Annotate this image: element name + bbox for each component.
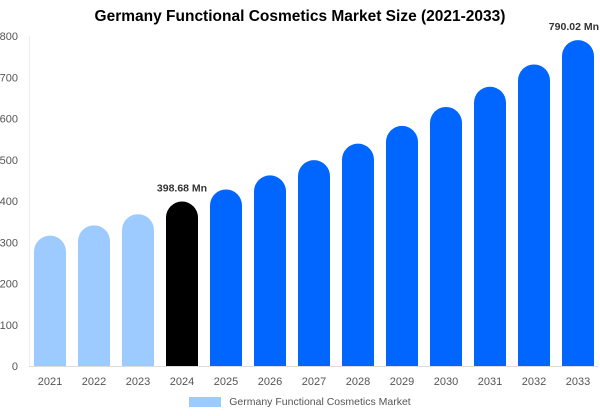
bar-2026 [254, 175, 286, 366]
x-tick-label: 2033 [566, 376, 590, 388]
bar-2027 [298, 160, 330, 366]
x-tick-label: 2026 [258, 376, 282, 388]
x-tick-label: 2030 [434, 376, 458, 388]
y-tick-label: 200 [0, 279, 18, 291]
y-tick-label: 400 [0, 196, 18, 208]
bar-2025 [210, 189, 242, 366]
data-label-2024: 398.68 Mn [157, 183, 207, 195]
bar-2022 [78, 225, 110, 366]
chart-title: Germany Functional Cosmetics Market Size… [94, 8, 506, 25]
x-tick-label: 2025 [214, 376, 238, 388]
legend: Germany Functional Cosmetics Market [0, 396, 600, 408]
x-tick-label: 2024 [170, 376, 194, 388]
bar-2024 [166, 201, 198, 366]
x-tick-label: 2022 [82, 376, 106, 388]
x-tick-label: 2023 [126, 376, 150, 388]
y-tick-label: 600 [0, 114, 18, 126]
bar-2021 [34, 235, 66, 366]
x-tick-label: 2027 [302, 376, 326, 388]
y-tick-label: 100 [0, 320, 18, 332]
x-tick-label: 2029 [390, 376, 414, 388]
bar-2029 [386, 125, 418, 366]
bar-2030 [430, 106, 462, 366]
x-tick-label: 2032 [522, 376, 546, 388]
y-tick-label: 800 [0, 31, 18, 43]
legend-swatch [189, 397, 222, 407]
bar-2032 [518, 64, 550, 367]
x-tick-label: 2021 [38, 376, 62, 388]
y-tick-label: 300 [0, 237, 18, 249]
bar-2031 [474, 86, 506, 367]
y-tick-label: 500 [0, 155, 18, 167]
legend-label: Germany Functional Cosmetics Market [229, 396, 411, 408]
bar-2033 [562, 40, 594, 366]
x-tick-label: 2031 [478, 376, 502, 388]
x-tick-label: 2028 [346, 376, 370, 388]
y-tick-label: 700 [0, 72, 18, 84]
data-label-2033: 790.02 Mn [549, 21, 599, 33]
bar-2023 [122, 214, 154, 366]
bar-2028 [342, 143, 374, 366]
y-tick-label: 0 [12, 361, 18, 373]
